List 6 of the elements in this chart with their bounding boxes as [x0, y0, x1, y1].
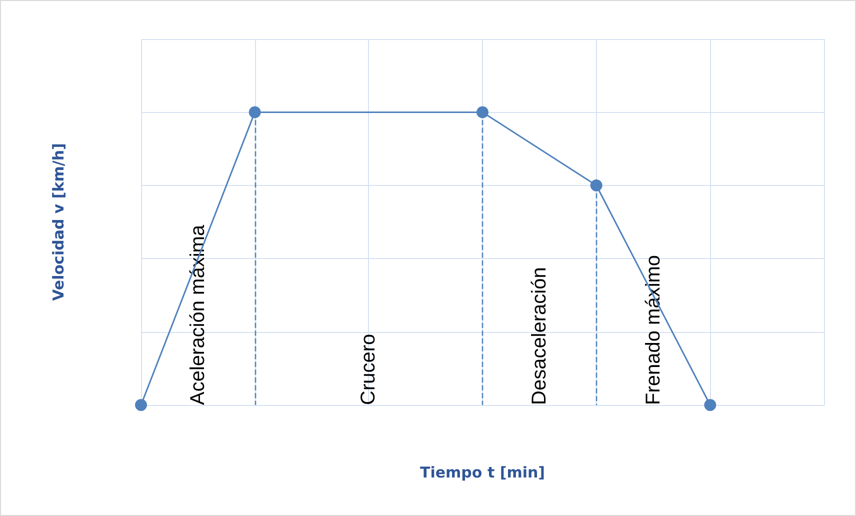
annotation: Frenado máximo [642, 254, 664, 405]
annotation: Aceleración máxima [186, 224, 209, 405]
y-axis-title: Velocidad v [km/h] [50, 143, 68, 301]
annotation: Desaceleración [528, 267, 550, 405]
x-axis-title: Tiempo t [min] [420, 464, 545, 482]
annotation: Crucero [358, 334, 380, 405]
